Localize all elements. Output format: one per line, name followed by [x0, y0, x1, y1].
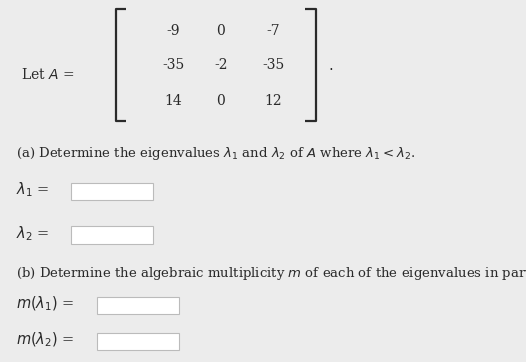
Text: 0: 0: [217, 24, 225, 38]
Text: -35: -35: [163, 58, 185, 72]
Text: .: .: [329, 58, 333, 73]
Text: -35: -35: [262, 58, 285, 72]
Text: -7: -7: [267, 24, 280, 38]
Text: 14: 14: [165, 94, 183, 108]
Text: 12: 12: [265, 94, 282, 108]
Text: -9: -9: [167, 24, 180, 38]
FancyBboxPatch shape: [97, 297, 179, 314]
Text: -2: -2: [214, 58, 228, 72]
Text: (a) Determine the eigenvalues $\lambda_1$ and $\lambda_2$ of $\mathit{A}$ where : (a) Determine the eigenvalues $\lambda_1…: [16, 146, 415, 162]
Text: (b) Determine the algebraic multiplicity $m$ of each of the eigenvalues in part : (b) Determine the algebraic multiplicity…: [16, 265, 526, 282]
Text: 0: 0: [217, 94, 225, 108]
FancyBboxPatch shape: [71, 183, 153, 200]
Text: Let $\mathit{A}$ =: Let $\mathit{A}$ =: [21, 67, 75, 82]
Text: $\lambda_1$ =: $\lambda_1$ =: [16, 181, 49, 199]
Text: $\lambda_2$ =: $\lambda_2$ =: [16, 224, 49, 243]
Text: $m(\lambda_2)$ =: $m(\lambda_2)$ =: [16, 331, 74, 349]
Text: $m(\lambda_1)$ =: $m(\lambda_1)$ =: [16, 295, 74, 313]
FancyBboxPatch shape: [97, 333, 179, 350]
FancyBboxPatch shape: [71, 226, 153, 244]
